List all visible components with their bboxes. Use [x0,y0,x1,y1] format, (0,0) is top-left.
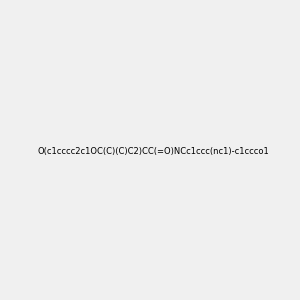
Text: O(c1cccc2c1OC(C)(C)C2)CC(=O)NCc1ccc(nc1)-c1ccco1: O(c1cccc2c1OC(C)(C)C2)CC(=O)NCc1ccc(nc1)… [38,147,270,156]
